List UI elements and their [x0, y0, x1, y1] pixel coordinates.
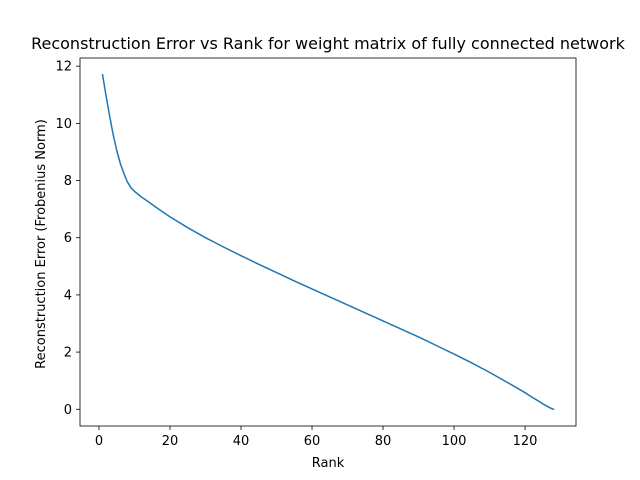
y-tick-label: 10 [55, 117, 72, 132]
x-tick-label: 40 [233, 434, 250, 449]
y-axis-label: Reconstruction Error (Frobenius Norm) [34, 119, 49, 369]
x-tick-label: 120 [513, 434, 538, 449]
y-tick-label: 12 [55, 60, 72, 75]
y-tick-label: 4 [64, 288, 72, 303]
y-axis: 0 2 4 6 8 10 12 [55, 60, 80, 418]
y-tick-label: 8 [64, 174, 72, 189]
plot-area [79, 57, 577, 427]
x-tick-label: 80 [375, 434, 392, 449]
x-axis: 0 20 40 60 80 100 120 [95, 426, 538, 449]
x-tick-label: 0 [95, 434, 103, 449]
y-tick-label: 2 [64, 346, 72, 361]
x-tick-label: 60 [304, 434, 321, 449]
y-tick-label: 0 [64, 403, 72, 418]
x-axis-label: Rank [312, 456, 345, 471]
x-tick-label: 100 [442, 434, 467, 449]
y-tick-label: 6 [64, 231, 72, 246]
series-line-0 [101, 73, 555, 411]
plot-frame [79, 57, 577, 427]
x-tick-label: 20 [162, 434, 179, 449]
chart-title: Reconstruction Error vs Rank for weight … [31, 34, 626, 53]
